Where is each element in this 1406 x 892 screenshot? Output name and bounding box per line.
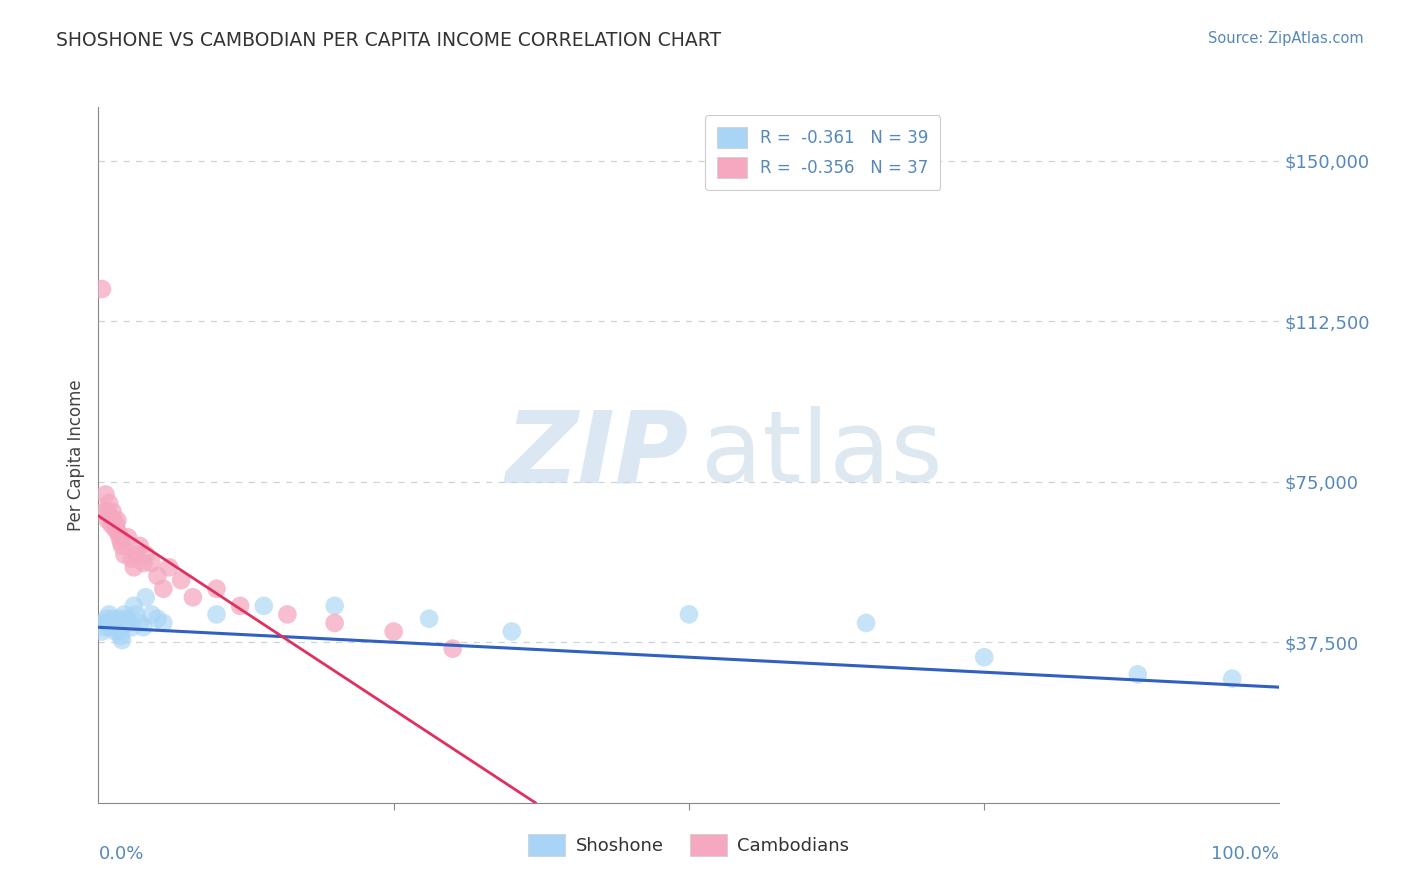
Point xyxy=(96,612,118,626)
Point xyxy=(105,517,128,532)
Point xyxy=(96,505,118,519)
Point xyxy=(111,633,134,648)
Point xyxy=(98,508,121,523)
Point xyxy=(501,624,523,639)
Point xyxy=(105,513,128,527)
Point xyxy=(117,530,139,544)
Point xyxy=(181,591,204,605)
Point xyxy=(132,620,155,634)
Legend: Shoshone, Cambodians: Shoshone, Cambodians xyxy=(522,827,856,863)
Point xyxy=(98,620,121,634)
Point xyxy=(94,620,117,634)
Point xyxy=(103,513,125,527)
Point xyxy=(115,612,138,626)
Point xyxy=(104,624,127,639)
Point xyxy=(132,556,155,570)
Point xyxy=(157,560,180,574)
Point xyxy=(1126,667,1149,681)
Point xyxy=(146,569,169,583)
Point xyxy=(112,548,135,562)
Point xyxy=(678,607,700,622)
Point xyxy=(105,615,128,630)
Point xyxy=(146,612,169,626)
Point xyxy=(253,599,276,613)
Point xyxy=(91,282,114,296)
Point xyxy=(125,607,148,622)
Point xyxy=(323,599,346,613)
Point xyxy=(93,505,115,519)
Text: ZIP: ZIP xyxy=(506,407,689,503)
Point xyxy=(152,615,174,630)
Point xyxy=(141,607,163,622)
Point xyxy=(91,624,114,639)
Point xyxy=(121,620,143,634)
Point xyxy=(323,615,346,630)
Point xyxy=(98,496,121,510)
Point xyxy=(418,612,440,626)
Point xyxy=(101,612,124,626)
Point xyxy=(276,607,298,622)
Point xyxy=(108,530,131,544)
Point xyxy=(441,641,464,656)
Point xyxy=(110,629,132,643)
Point xyxy=(1220,672,1243,686)
Point xyxy=(125,548,148,562)
Point xyxy=(97,615,120,630)
Point xyxy=(108,624,131,639)
Point xyxy=(128,615,150,630)
Point xyxy=(152,582,174,596)
Text: SHOSHONE VS CAMBODIAN PER CAPITA INCOME CORRELATION CHART: SHOSHONE VS CAMBODIAN PER CAPITA INCOME … xyxy=(56,31,721,50)
Point xyxy=(103,620,125,634)
Point xyxy=(101,505,124,519)
Point xyxy=(100,615,122,630)
Point xyxy=(94,487,117,501)
Y-axis label: Per Capita Income: Per Capita Income xyxy=(67,379,86,531)
Point xyxy=(110,534,132,549)
Point xyxy=(98,607,121,622)
Point xyxy=(100,517,122,532)
Point xyxy=(104,522,127,536)
Point xyxy=(118,615,141,630)
Point xyxy=(229,599,252,613)
Point xyxy=(973,650,995,665)
Point xyxy=(135,548,157,562)
Point xyxy=(122,599,145,613)
Point xyxy=(121,551,143,566)
Point xyxy=(105,620,128,634)
Point xyxy=(122,560,145,574)
Text: 100.0%: 100.0% xyxy=(1212,845,1279,863)
Point xyxy=(107,526,129,541)
Point xyxy=(170,573,193,587)
Point xyxy=(128,539,150,553)
Point xyxy=(205,607,228,622)
Text: Source: ZipAtlas.com: Source: ZipAtlas.com xyxy=(1208,31,1364,46)
Point xyxy=(141,556,163,570)
Point xyxy=(97,513,120,527)
Point xyxy=(205,582,228,596)
Point xyxy=(382,624,405,639)
Point xyxy=(112,607,135,622)
Text: atlas: atlas xyxy=(700,407,942,503)
Point xyxy=(107,612,129,626)
Point xyxy=(111,539,134,553)
Point xyxy=(855,615,877,630)
Text: 0.0%: 0.0% xyxy=(98,845,143,863)
Point xyxy=(93,615,115,630)
Point xyxy=(135,591,157,605)
